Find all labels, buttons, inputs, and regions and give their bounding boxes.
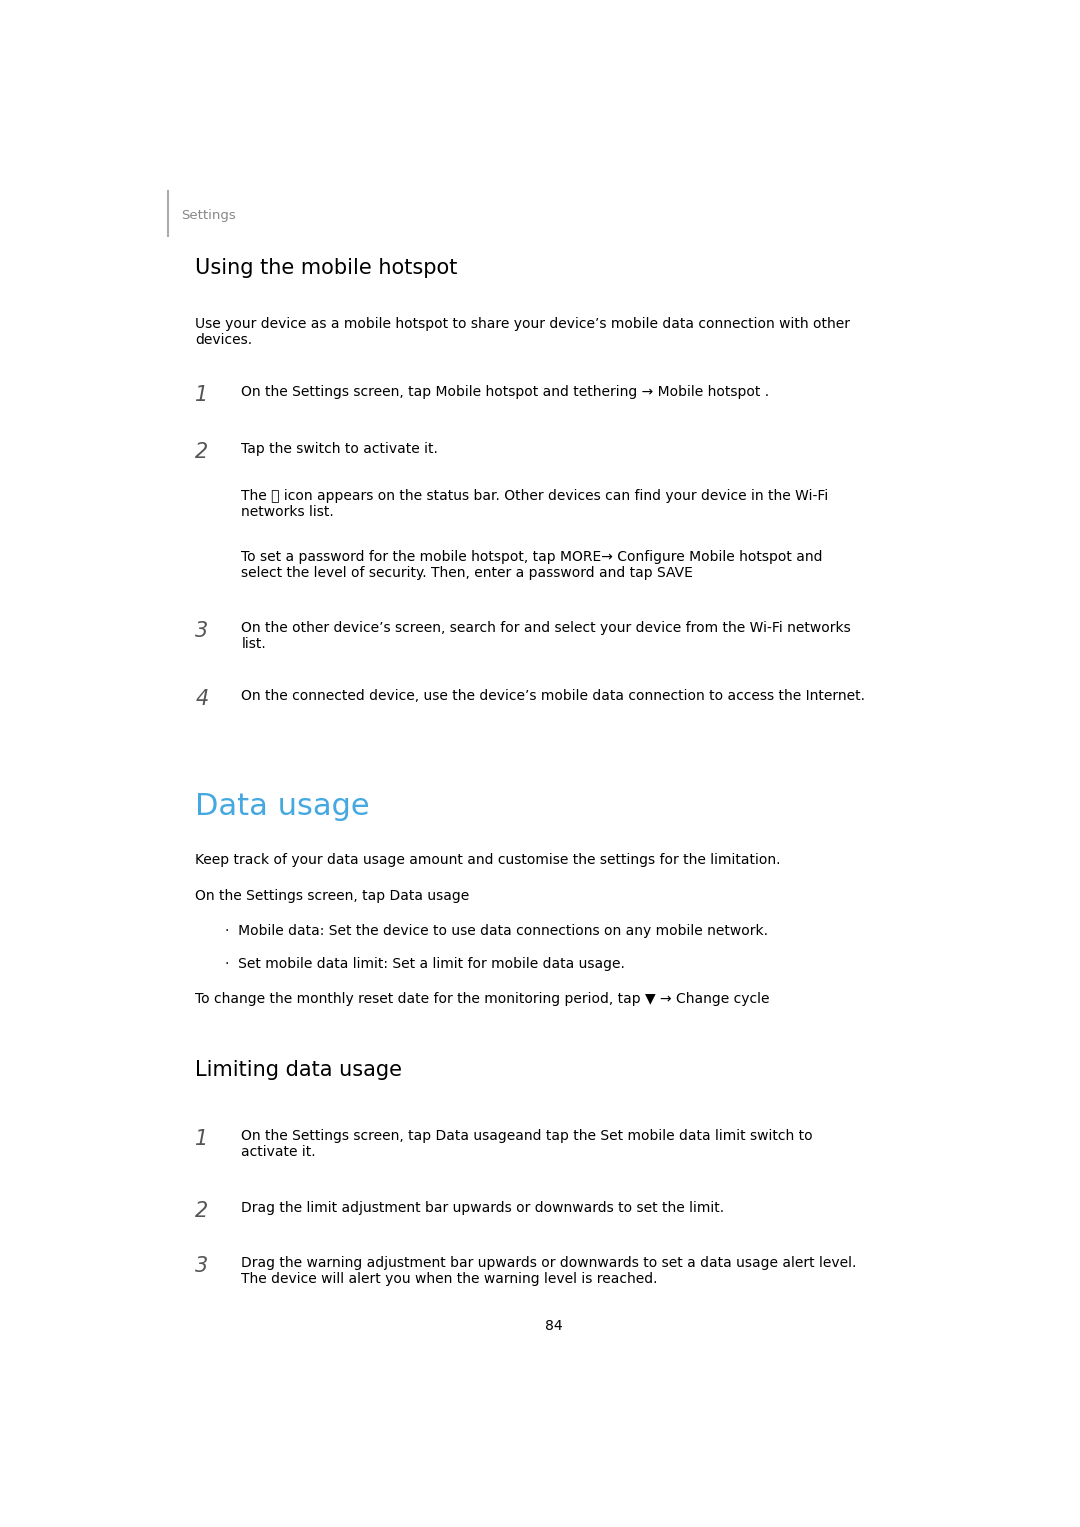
- Text: 4: 4: [195, 689, 208, 709]
- Text: 3: 3: [195, 620, 208, 641]
- Text: 84: 84: [544, 1319, 563, 1333]
- Text: Drag the warning adjustment bar upwards or downwards to set a data usage alert l: Drag the warning adjustment bar upwards …: [241, 1255, 856, 1286]
- Text: ·  Set mobile data limit: Set a limit for mobile data usage.: · Set mobile data limit: Set a limit for…: [225, 957, 624, 971]
- Text: 1: 1: [195, 1128, 208, 1148]
- Text: On the Settings screen, tap Data usageand tap the Set mobile data limit switch t: On the Settings screen, tap Data usagean…: [241, 1128, 813, 1159]
- Text: On the other device’s screen, search for and select your device from the Wi-Fi n: On the other device’s screen, search for…: [241, 620, 851, 651]
- Text: 2: 2: [195, 441, 208, 461]
- Text: Keep track of your data usage amount and customise the settings for the limitati: Keep track of your data usage amount and…: [195, 854, 781, 867]
- Text: Use your device as a mobile hotspot to share your device’s mobile data connectio: Use your device as a mobile hotspot to s…: [195, 318, 850, 348]
- Text: ·  Mobile data: Set the device to use data connections on any mobile network.: · Mobile data: Set the device to use dat…: [225, 924, 768, 938]
- Text: 2: 2: [195, 1202, 208, 1222]
- Text: To set a password for the mobile hotspot, tap MORE→ Configure Mobile hotspot and: To set a password for the mobile hotspot…: [241, 550, 823, 580]
- Text: Drag the limit adjustment bar upwards or downwards to set the limit.: Drag the limit adjustment bar upwards or…: [241, 1202, 725, 1215]
- Text: On the connected device, use the device’s mobile data connection to access the I: On the connected device, use the device’…: [241, 689, 865, 702]
- Text: Settings: Settings: [181, 209, 235, 221]
- Text: To change the monthly reset date for the monitoring period, tap ▼ → Change cycle: To change the monthly reset date for the…: [195, 993, 770, 1006]
- Text: Limiting data usage: Limiting data usage: [195, 1060, 402, 1081]
- Text: On the Settings screen, tap Mobile hotspot and tethering → Mobile hotspot .: On the Settings screen, tap Mobile hotsp…: [241, 385, 769, 400]
- Text: Using the mobile hotspot: Using the mobile hotspot: [195, 258, 458, 278]
- Text: Tap the switch to activate it.: Tap the switch to activate it.: [241, 441, 438, 457]
- Text: The ⓢ icon appears on the status bar. Other devices can find your device in the : The ⓢ icon appears on the status bar. Ot…: [241, 489, 828, 519]
- Text: 3: 3: [195, 1255, 208, 1275]
- Text: On the Settings screen, tap Data usage: On the Settings screen, tap Data usage: [195, 889, 470, 902]
- Text: 1: 1: [195, 385, 208, 406]
- Text: Data usage: Data usage: [195, 793, 369, 822]
